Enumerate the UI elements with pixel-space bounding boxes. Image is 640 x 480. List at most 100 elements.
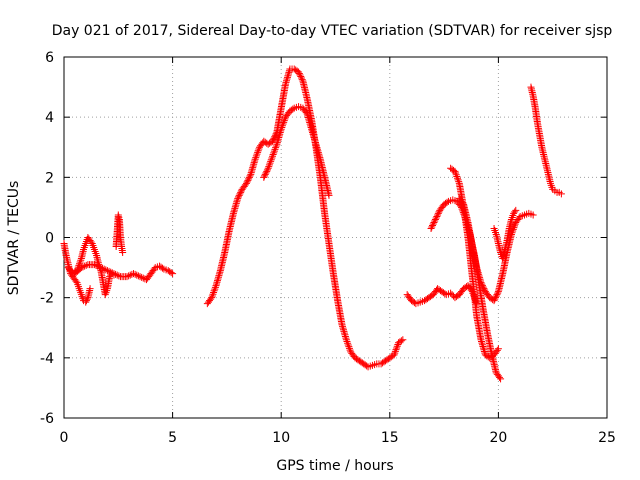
data-point (325, 191, 333, 199)
data-point-fill (478, 282, 486, 290)
data-point-fill (270, 149, 278, 157)
data-point (82, 298, 90, 306)
data-point-fill (443, 198, 451, 206)
data-point-fill (296, 71, 304, 79)
data-point-fill (254, 147, 262, 155)
data-point-fill (77, 256, 85, 264)
data-point (447, 289, 455, 297)
data-point-fill (454, 176, 462, 184)
data-point-fill (261, 172, 269, 180)
data-point-fill (125, 272, 133, 280)
data-point-fill (236, 190, 244, 198)
data-point (427, 224, 435, 232)
data-point-fill (494, 289, 502, 297)
data-point-fill (480, 285, 488, 293)
data-point-fill (81, 262, 89, 270)
data-point (269, 152, 277, 160)
data-point-fill (207, 295, 215, 303)
data-point-fill (107, 268, 115, 276)
data-point-fill (495, 373, 503, 381)
series-late-e (490, 206, 520, 263)
y-tick-label: -2 (40, 291, 54, 307)
axis-ticks: 0 5 10 15 20 25 -6 -4 -2 0 2 4 6 (40, 50, 616, 446)
data-point-fill (237, 187, 245, 195)
data-point-fill (208, 292, 216, 300)
data-point-fill (271, 133, 279, 141)
data-point-fill (452, 171, 460, 179)
data-point-fill (430, 218, 438, 226)
y-tick-label: 6 (45, 50, 54, 66)
data-point-fill (433, 212, 441, 220)
data-point (242, 179, 250, 187)
x-tick-label: 0 (60, 430, 69, 446)
data-point-fill (100, 265, 108, 273)
data-point-fill (452, 169, 460, 177)
data-point-fill (270, 134, 278, 142)
y-tick-label: -6 (40, 411, 54, 427)
y-tick-label: -4 (40, 351, 54, 367)
data-point-fill (295, 70, 303, 78)
data-point (123, 273, 131, 281)
data-point-fill (87, 238, 95, 246)
data-point-fill (266, 159, 274, 167)
data-point (208, 294, 216, 302)
series-early-c (71, 261, 177, 284)
data-point (86, 285, 94, 293)
data-point-fill (397, 337, 405, 345)
data-point-fill (428, 223, 436, 231)
data-point-fill (253, 150, 261, 158)
data-point-fill (243, 178, 251, 186)
data-point-fill (82, 261, 90, 269)
data-point-fill (261, 170, 269, 178)
data-point-fill (478, 280, 486, 288)
data-point-fill (269, 136, 277, 144)
data-point-fill (278, 122, 286, 130)
data-point-fill (246, 172, 254, 180)
data-point-fill (279, 120, 287, 128)
data-point-fill (432, 214, 440, 222)
x-tick-label: 5 (168, 430, 177, 446)
data-point-fill (263, 167, 271, 175)
data-point (512, 206, 520, 214)
data-point-fill (510, 224, 518, 232)
data-point-fill (83, 295, 91, 303)
x-tick-label: 25 (598, 430, 616, 446)
data-point (390, 351, 398, 359)
data-point-fill (297, 73, 305, 81)
data-point-fill (211, 283, 219, 291)
data-point-fill (267, 157, 275, 165)
data-point-fill (448, 291, 456, 299)
data-point-fill (252, 152, 260, 160)
data-point-fill (345, 344, 353, 352)
data-point (136, 273, 144, 281)
data-point-fill (435, 208, 443, 216)
data-point-fill (158, 264, 166, 272)
data-point (260, 173, 268, 181)
data-point-fill (493, 346, 501, 354)
data-point-fill (134, 272, 142, 280)
series-late-f (527, 83, 565, 198)
data-point-fill (491, 295, 499, 303)
series-main-arc-2 (260, 103, 333, 199)
data-point-fill (346, 346, 354, 354)
data-point-fill (511, 208, 519, 216)
data-point-fill (429, 220, 437, 228)
data-point-fill (263, 166, 271, 174)
data-point-fill (280, 118, 288, 126)
x-tick-label: 15 (381, 430, 399, 446)
data-point (264, 164, 272, 172)
data-point-fill (392, 346, 400, 354)
data-point-fill (76, 258, 84, 266)
plot-frame (63, 56, 608, 419)
series-early-spike (112, 211, 127, 257)
data-point-fill (302, 109, 310, 117)
y-tick-label: 0 (45, 231, 54, 247)
data-point-fill (280, 117, 288, 125)
data-point (169, 270, 177, 278)
data-point-fill (434, 209, 442, 217)
data-point (399, 336, 407, 344)
series-late-a (403, 282, 481, 308)
data-point-fill (245, 175, 253, 183)
